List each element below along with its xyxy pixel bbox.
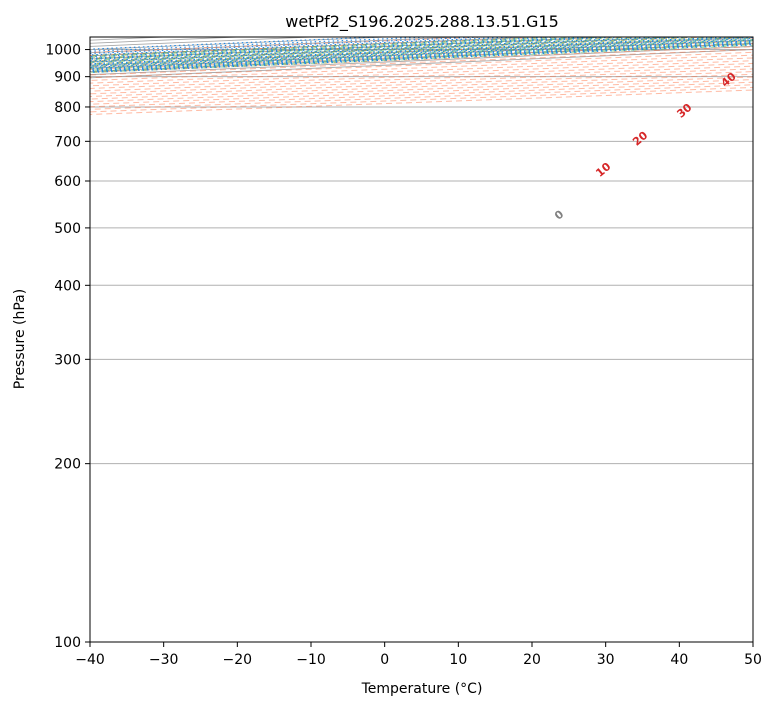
y-tick-label: 700 — [54, 134, 81, 150]
mixing-ratio-line — [90, 37, 529, 56]
moist-adiabat-line — [90, 37, 598, 58]
x-tick-label: 0 — [380, 652, 389, 668]
isotherm-line — [90, 39, 753, 69]
x-tick-label: −30 — [149, 652, 179, 668]
mixing-ratio-line — [90, 37, 495, 55]
dry-adiabat-line — [90, 57, 753, 84]
moist-adiabat-line — [90, 41, 753, 70]
dry-adiabat-line — [90, 37, 647, 59]
mixing-ratio-line — [90, 37, 572, 58]
y-tick-label: 800 — [54, 100, 81, 116]
moist-adiabat-line — [90, 38, 753, 67]
x-tick-label: 40 — [670, 652, 688, 668]
y-tick-label: 600 — [54, 174, 81, 190]
dry-adiabat-line — [90, 54, 753, 81]
moist-adiabat-line — [90, 37, 626, 59]
moist-adiabat-label: 0 — [552, 207, 566, 222]
isotherm-line — [90, 37, 543, 57]
dry-adiabat-line — [90, 71, 753, 97]
dry-adiabat-line — [90, 89, 753, 115]
isotherm-line — [90, 37, 691, 63]
y-axis-label: Pressure (hPa) — [12, 289, 28, 389]
dry-adiabat-line — [90, 37, 753, 65]
mixing-ratio-line — [90, 37, 609, 59]
moist-adiabat-line — [90, 37, 683, 61]
y-tick-label: 1000 — [45, 43, 81, 59]
isotherm-line — [90, 42, 753, 72]
dry-adiabat-line — [90, 86, 753, 113]
moist-adiabat-line — [90, 43, 753, 72]
isotherm-line — [90, 37, 470, 54]
isotherm-line — [90, 37, 101, 38]
dry-adiabat-line — [90, 84, 753, 110]
chart-title: wetPf2_S196.2025.288.13.51.G15 — [285, 12, 559, 32]
dry-adiabat-line — [90, 37, 498, 53]
isotherm-line — [90, 49, 753, 79]
x-tick-label: −10 — [296, 652, 326, 668]
isopleth-label-layer: 0.10.20.40.611.52346810131620253036-100-… — [552, 70, 739, 223]
mixing-ratio-line — [90, 41, 753, 70]
isotherm-line — [90, 37, 753, 66]
x-tick-label: 50 — [744, 652, 762, 668]
isotherm-line — [0, 25, 224, 669]
dry-adiabat-line — [90, 51, 753, 79]
moist-adiabat-line — [90, 44, 753, 74]
moist-adiabat-label: 30 — [674, 101, 694, 121]
moist-adiabat-label: 20 — [630, 129, 650, 149]
dry-adiabat-line — [90, 62, 753, 89]
isotherm-line — [90, 37, 617, 60]
moist-adiabat-line — [90, 37, 753, 66]
y-tick-label: 100 — [54, 635, 81, 651]
isotherm-line — [0, 25, 298, 669]
dry-adiabat-line — [90, 60, 753, 87]
mixing-ratio-line — [90, 44, 753, 73]
y-tick-label: 200 — [54, 457, 81, 473]
dry-adiabat-line — [90, 46, 753, 73]
dry-adiabat-line — [90, 68, 753, 95]
x-tick-label: 20 — [523, 652, 541, 668]
moist-adiabat-line — [90, 37, 753, 65]
moist-adiabat-line — [90, 37, 740, 64]
mixing-ratio-line — [90, 43, 753, 73]
isotherm-line — [90, 37, 249, 44]
x-tick-label: 10 — [449, 652, 467, 668]
dry-adiabat-line — [90, 76, 753, 103]
dry-adiabat-line — [90, 65, 753, 92]
x-tick-label: 30 — [597, 652, 615, 668]
moist-adiabat-label: 10 — [593, 160, 613, 180]
dry-adiabat-line — [90, 37, 722, 62]
isotherm-line — [90, 37, 396, 51]
moist-adiabat-line — [90, 42, 753, 71]
dry-adiabat-line — [90, 37, 572, 56]
grid-layer — [0, 25, 753, 669]
moist-adiabat-line — [90, 37, 655, 60]
axis-layer: −40 −30 −20 −10 0 10 20 30 40 5010020030040050060… — [45, 43, 762, 668]
plot-frame — [89, 36, 754, 643]
moist-adiabat-line — [90, 37, 569, 56]
dry-adiabat-line — [90, 81, 753, 108]
isotherm-line — [0, 25, 3, 669]
dry-adiabat-line — [90, 40, 753, 68]
moist-adiabat-line — [90, 37, 711, 62]
dry-adiabat-line — [90, 73, 753, 100]
mixing-ratio-line — [90, 42, 753, 72]
x-tick-label: −40 — [75, 652, 105, 668]
isotherm-line — [90, 37, 175, 41]
x-axis-label: Temperature (°C) — [361, 681, 483, 697]
y-tick-label: 500 — [54, 221, 81, 237]
y-tick-label: 900 — [54, 70, 81, 86]
x-tick-label: −20 — [223, 652, 253, 668]
isotherm-line — [90, 45, 753, 76]
y-tick-label: 300 — [54, 352, 81, 368]
dry-adiabat-line — [90, 49, 753, 76]
y-tick-label: 400 — [54, 278, 81, 294]
dry-adiabat-line — [90, 79, 753, 105]
moist-adiabat-line — [90, 40, 753, 69]
dry-adiabat-line — [90, 43, 753, 70]
isotherm-line — [90, 37, 322, 47]
